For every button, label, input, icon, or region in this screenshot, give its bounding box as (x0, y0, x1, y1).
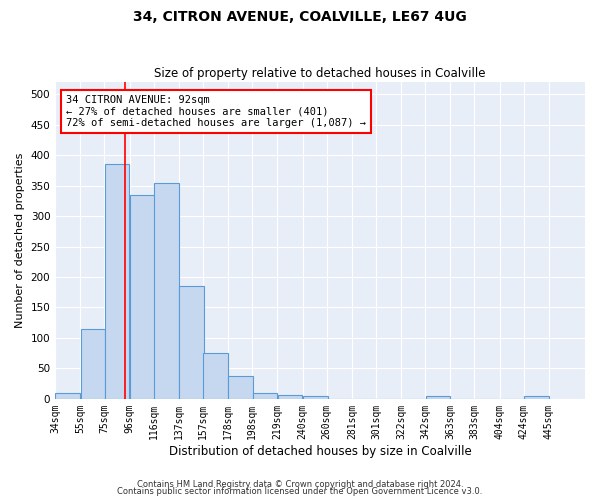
Bar (154, 182, 179, 399)
Bar (203, 353, 228, 399)
Text: 34 CITRON AVENUE: 92sqm
← 27% of detached houses are smaller (401)
72% of semi-d: 34 CITRON AVENUE: 92sqm ← 27% of detache… (66, 94, 366, 128)
Bar (80, 329, 106, 399)
Y-axis label: Number of detached properties: Number of detached properties (15, 153, 25, 328)
Bar (303, 396, 328, 399)
Bar (179, 286, 204, 399)
Text: 34, CITRON AVENUE, COALVILLE, LE67 4UG: 34, CITRON AVENUE, COALVILLE, LE67 4UG (133, 10, 467, 24)
Text: Contains HM Land Registry data © Crown copyright and database right 2024.: Contains HM Land Registry data © Crown c… (137, 480, 463, 489)
Bar (425, 396, 450, 399)
Bar (524, 396, 548, 399)
Bar (253, 392, 277, 399)
Bar (278, 395, 302, 399)
Title: Size of property relative to detached houses in Coalville: Size of property relative to detached ho… (154, 66, 486, 80)
Bar (229, 376, 253, 399)
Text: Contains public sector information licensed under the Open Government Licence v3: Contains public sector information licen… (118, 487, 482, 496)
Bar (130, 195, 155, 399)
X-axis label: Distribution of detached houses by size in Coalville: Distribution of detached houses by size … (169, 444, 472, 458)
Bar (105, 164, 130, 399)
Bar (55, 392, 80, 399)
